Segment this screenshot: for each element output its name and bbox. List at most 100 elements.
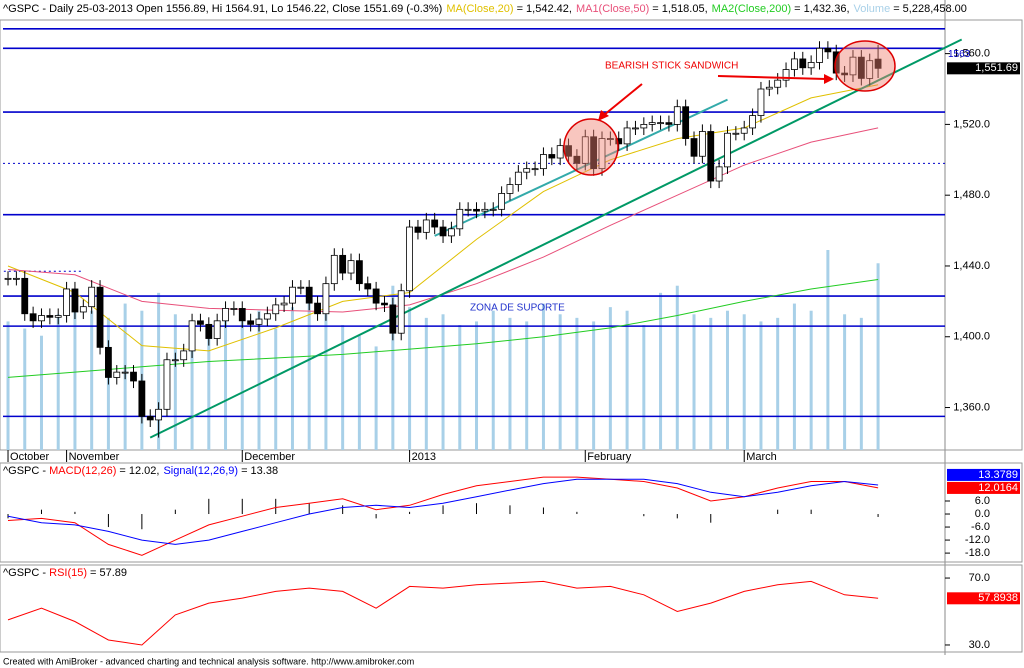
candle-body (397, 290, 405, 334)
legend-entry: RSI(15) (49, 567, 87, 579)
candle-body (272, 304, 280, 315)
x-tick-label: March (746, 451, 777, 463)
arrow (717, 75, 827, 80)
candle-body (581, 136, 589, 164)
candle-body (180, 350, 188, 361)
x-tick-label: November (69, 451, 120, 463)
arrow-head (598, 110, 609, 121)
candle-body (297, 286, 305, 289)
legend-value: = 1,542.42, (517, 3, 572, 15)
volume-bar (675, 285, 679, 450)
candle-body (222, 308, 229, 322)
y-tick-label: 30.0 (969, 639, 990, 651)
last-value-box (947, 62, 1020, 75)
volume-bar (759, 321, 763, 450)
candle-body (21, 277, 29, 315)
candle-body (590, 136, 598, 170)
candle-body (531, 168, 539, 171)
volume-bar (39, 335, 43, 450)
candle-body (573, 155, 581, 164)
legend-entry: MA2(Close,200) (712, 3, 791, 15)
volume-bar (709, 317, 713, 450)
candle-body (640, 124, 648, 129)
candle-body (247, 320, 255, 325)
volume-bar (725, 310, 729, 450)
candle-body (816, 47, 823, 63)
candle-body (665, 122, 673, 125)
candle-body (707, 131, 715, 182)
candle-body (230, 308, 238, 310)
candle-body (381, 302, 388, 306)
volume-bar (324, 314, 328, 450)
panel-header: ^GSPC - MACD(12,26) = 12.02, Signal(12,26,… (3, 465, 278, 477)
series-line (7, 478, 879, 545)
volume-bar (525, 321, 529, 450)
candle-body (799, 58, 807, 69)
candle-body (648, 122, 656, 125)
candle-body (171, 359, 179, 362)
last-value-label: 13.3789 (978, 469, 1018, 481)
moving-average (7, 279, 879, 378)
candle-body (29, 313, 37, 322)
candle-body (506, 184, 514, 194)
volume-bar (692, 314, 696, 450)
candle-body (121, 371, 129, 374)
x-tick-label: October (10, 451, 49, 463)
candle-body (63, 288, 70, 316)
candle-body (548, 154, 556, 159)
candle-body (715, 166, 723, 182)
legend-value: = 1,432.36, (794, 3, 849, 15)
x-tick-label: February (587, 451, 632, 463)
y-tick-label: 1,400.0 (953, 331, 990, 343)
candle-body (205, 323, 213, 339)
candle-body (113, 371, 121, 378)
volume-bar (843, 314, 847, 450)
volume-bar (592, 321, 596, 450)
volume-bar (307, 296, 311, 450)
candle-body (464, 208, 472, 211)
candle-body (598, 138, 606, 170)
annotation: BEARISH STICK SANDWICH (605, 61, 738, 72)
candle-body (79, 306, 87, 313)
annotations: BEARISH STICK SANDWICH ZONA DE SUPORTE (470, 40, 896, 314)
volume-bar (6, 321, 10, 450)
volume-bar (876, 263, 880, 450)
candle-body (12, 277, 20, 280)
candle-body (489, 208, 497, 211)
candle-body (740, 127, 748, 134)
candle-body (138, 380, 146, 417)
candle-body (690, 138, 698, 157)
candle-body (623, 127, 631, 145)
last-value-label: 57.8938 (978, 592, 1018, 604)
candle-body (841, 72, 849, 76)
annotation: ZONA DE SUPORTE (470, 303, 565, 314)
volume-bar (809, 310, 813, 450)
candle-body (556, 145, 564, 159)
volume-bar (357, 335, 361, 450)
candle-body (757, 88, 765, 116)
last-value-box (947, 592, 1020, 605)
candle-body (364, 283, 372, 290)
panel-header: ^GSPC - Daily 25-03-2013 Open 1556.89, H… (3, 3, 967, 15)
volume-bar (374, 346, 378, 450)
volume-bar (190, 339, 194, 450)
last-value-box (947, 481, 1020, 494)
legend-entry: MA1(Close,50) (576, 3, 649, 15)
volume-bar (207, 325, 211, 450)
candle-body (824, 47, 832, 53)
candle-body (372, 288, 380, 304)
arrow-head (824, 74, 834, 84)
candle-body (289, 286, 296, 304)
volume-bar (274, 328, 278, 450)
candle-body (698, 131, 706, 157)
legend-value: = 12.02, (119, 465, 159, 477)
volume-bar (558, 314, 562, 450)
candle-body (238, 308, 246, 322)
candle-body (322, 283, 330, 315)
x-tick-label: December (244, 451, 295, 463)
candle-body (188, 320, 196, 352)
candle-body (414, 226, 422, 233)
candle-body (88, 286, 96, 308)
highlight-circle (834, 40, 896, 92)
